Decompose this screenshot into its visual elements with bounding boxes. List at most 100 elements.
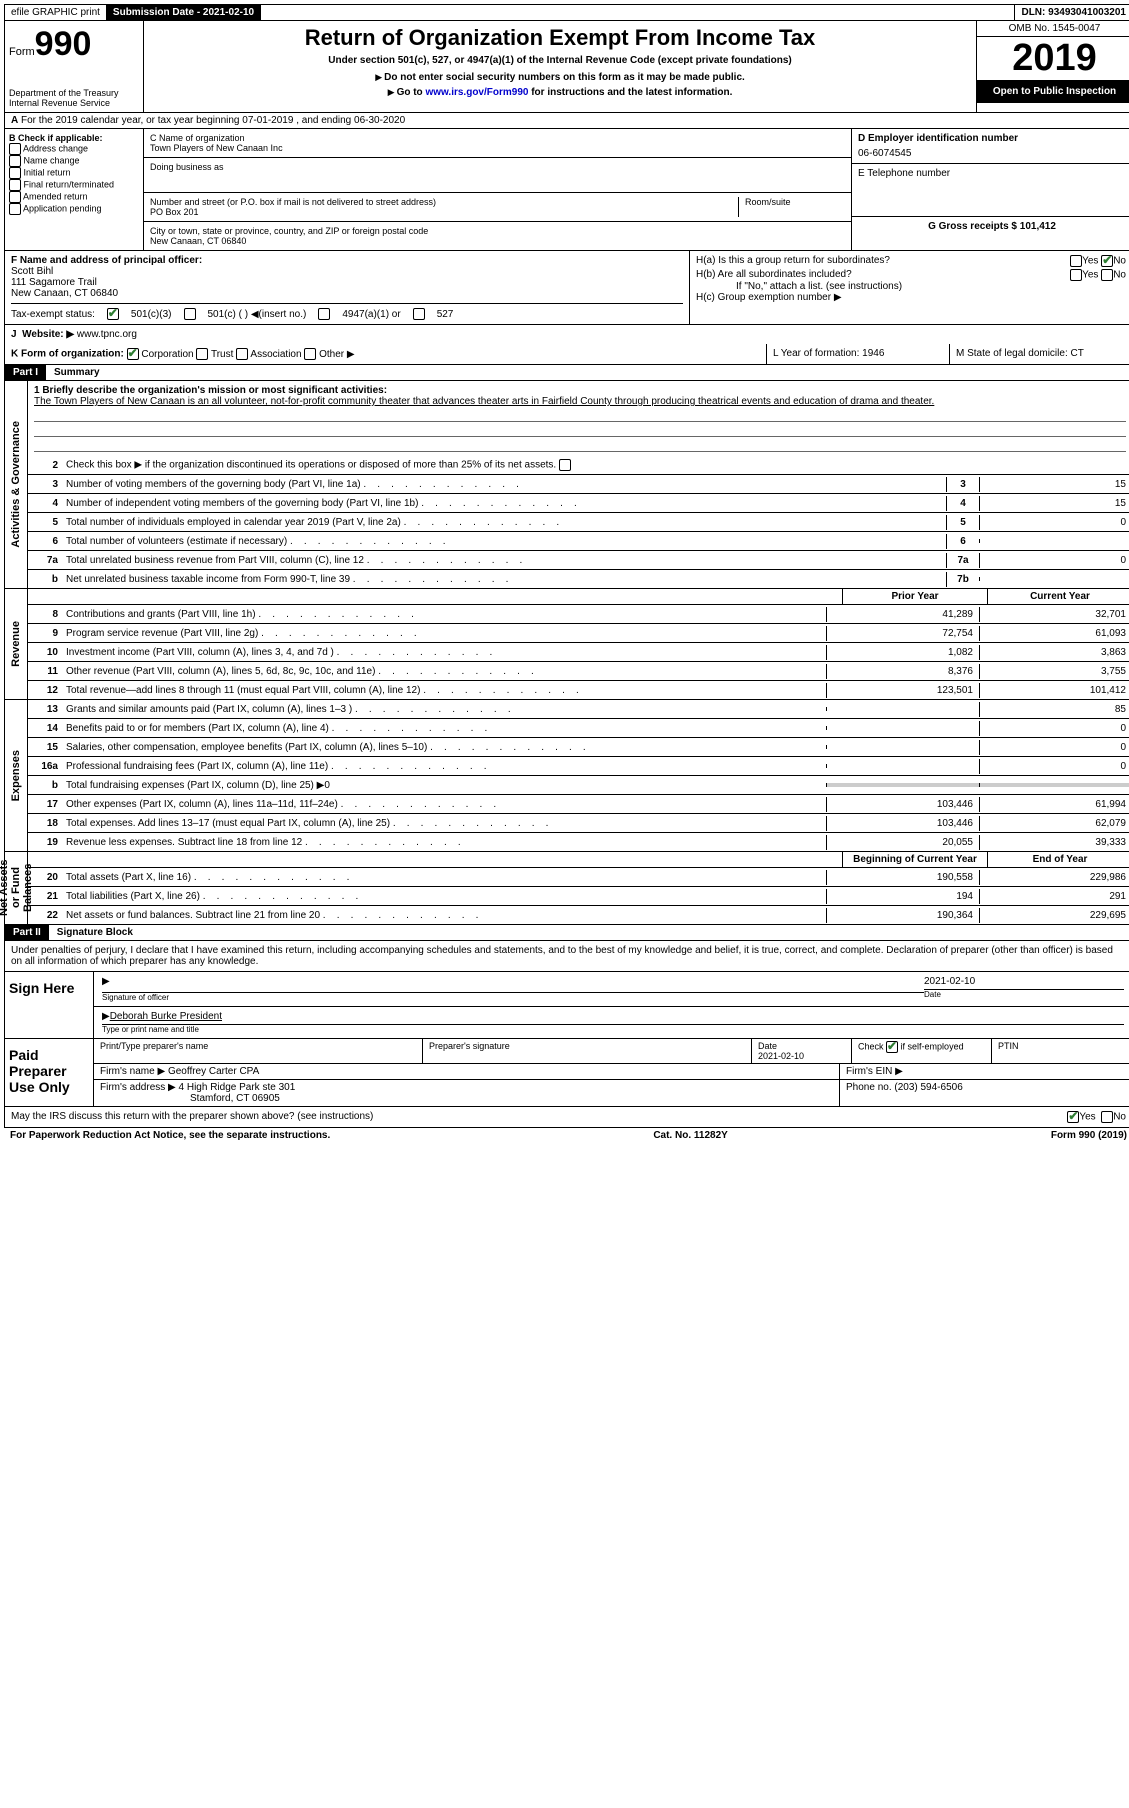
part1-title: Summary	[46, 365, 108, 380]
checkbox-501c3[interactable]	[107, 308, 119, 320]
checkbox-b[interactable]	[9, 167, 21, 179]
checkbox-b[interactable]	[9, 191, 21, 203]
checkbox-b[interactable]	[9, 203, 21, 215]
checkbox-k[interactable]	[127, 348, 139, 360]
box-deg: D Employer identification number 06-6074…	[852, 129, 1129, 250]
officer-name: Scott Bihl	[11, 266, 683, 277]
summary-line: 5Total number of individuals employed in…	[28, 513, 1129, 532]
k-label: K Form of organization:	[11, 349, 124, 360]
sig-officer-label: Signature of officer	[102, 992, 924, 1002]
summary-line: bNet unrelated business taxable income f…	[28, 570, 1129, 588]
summary-line: 11Other revenue (Part VIII, column (A), …	[28, 662, 1129, 681]
summary-line: 6Total number of volunteers (estimate if…	[28, 532, 1129, 551]
section-revenue: Revenue Prior Year Current Year 8Contrib…	[4, 589, 1129, 700]
box-b-option: Address change	[9, 143, 139, 155]
line-a-text: For the 2019 calendar year, or tax year …	[21, 115, 405, 126]
checkbox-k[interactable]	[196, 348, 208, 360]
tel-label: E Telephone number	[852, 164, 1129, 217]
checkbox-527[interactable]	[413, 308, 425, 320]
sign-here-block: Sign Here ▶ Signature of officer 2021-02…	[4, 972, 1129, 1039]
section-expenses: Expenses 13Grants and similar amounts pa…	[4, 700, 1129, 852]
irs-link[interactable]: www.irs.gov/Form990	[425, 87, 528, 98]
checkbox-b[interactable]	[9, 155, 21, 167]
checkbox-b[interactable]	[9, 143, 21, 155]
yes-label: Yes	[1082, 270, 1098, 281]
open-public-badge: Open to Public Inspection	[977, 80, 1129, 103]
officer-addr1: 111 Sagamore Trail	[11, 277, 683, 288]
checkbox-q2[interactable]	[559, 459, 571, 471]
ein-value: 06-6074545	[858, 148, 1126, 159]
paid-preparer-block: Paid Preparer Use Only Print/Type prepar…	[4, 1039, 1129, 1107]
org-name: Town Players of New Canaan Inc	[150, 143, 845, 153]
sig-name-label: Type or print name and title	[102, 1024, 1124, 1034]
firm-addr2: Stamford, CT 06905	[100, 1093, 280, 1104]
checkbox-501c[interactable]	[184, 308, 196, 320]
topbar-spacer	[261, 5, 1014, 20]
checkbox-self-employed[interactable]	[886, 1041, 898, 1053]
prep-check-post: if self-employed	[901, 1041, 964, 1051]
checkbox-discuss-no[interactable]	[1101, 1111, 1113, 1123]
row-j: J Website: ▶ www.tpnc.org	[4, 325, 1129, 344]
form-word: Form	[9, 46, 35, 58]
checkbox-ha-yes[interactable]	[1070, 255, 1082, 267]
dln-label: DLN: 93493041003201	[1014, 5, 1129, 20]
prep-check-pre: Check	[858, 1041, 884, 1051]
discuss-text: May the IRS discuss this return with the…	[11, 1111, 373, 1122]
blank-line	[34, 407, 1126, 422]
checkbox-4947[interactable]	[318, 308, 330, 320]
dept-treasury: Department of the Treasury	[9, 88, 139, 98]
note-ssn: Do not enter social security numbers on …	[384, 72, 745, 83]
checkbox-ha-no[interactable]	[1101, 255, 1113, 267]
part1-label: Part I	[5, 365, 46, 380]
checkbox-hb-yes[interactable]	[1070, 269, 1082, 281]
ein-label: D Employer identification number	[858, 133, 1018, 144]
box-f: F Name and address of principal officer:…	[5, 251, 690, 324]
header-center: Return of Organization Exempt From Incom…	[144, 21, 977, 112]
checkbox-b[interactable]	[9, 179, 21, 191]
efile-label: efile GRAPHIC print	[5, 5, 107, 20]
part2-header: Part II Signature Block	[4, 925, 1129, 941]
yes-label: Yes	[1079, 1112, 1095, 1123]
firm-ein-label: Firm's EIN ▶	[840, 1064, 1129, 1079]
opt-501c3: 501(c)(3)	[131, 309, 172, 320]
opt-527: 527	[437, 309, 454, 320]
part2-label: Part II	[5, 925, 49, 940]
vert-netassets: Net Assets or Fund Balances	[5, 852, 28, 924]
hdr-current: Current Year	[987, 589, 1129, 604]
form-ref: Form 990 (2019)	[1051, 1130, 1127, 1141]
website-value: www.tpnc.org	[77, 329, 137, 340]
dept-irs: Internal Revenue Service	[9, 98, 139, 108]
header-right: OMB No. 1545-0047 2019 Open to Public In…	[977, 21, 1129, 112]
room-label: Room/suite	[738, 197, 845, 217]
box-b-option: Amended return	[9, 191, 139, 203]
section-governance: Activities & Governance 1 Briefly descri…	[4, 381, 1129, 589]
sign-here-label: Sign Here	[5, 972, 94, 1038]
hdr-prior: Prior Year	[842, 589, 987, 604]
taxexempt-label: Tax-exempt status:	[11, 309, 95, 320]
org-city: New Canaan, CT 06840	[150, 236, 845, 246]
summary-line: 21Total liabilities (Part X, line 26)194…	[28, 887, 1129, 906]
firm-label: Firm's name ▶	[100, 1066, 165, 1077]
section-fh: F Name and address of principal officer:…	[4, 251, 1129, 325]
blank-line	[34, 437, 1126, 452]
checkbox-k[interactable]	[304, 348, 316, 360]
hdr-end: End of Year	[987, 852, 1129, 867]
blank-line	[34, 422, 1126, 437]
part2-title: Signature Block	[49, 925, 141, 940]
checkbox-discuss-yes[interactable]	[1067, 1111, 1079, 1123]
box-b-option: Name change	[9, 155, 139, 167]
hb-label: H(b) Are all subordinates included?	[696, 269, 852, 281]
box-b-option: Application pending	[9, 203, 139, 215]
checkbox-hb-no[interactable]	[1101, 269, 1113, 281]
form-header: Form990 Department of the Treasury Inter…	[4, 21, 1129, 113]
checkbox-k[interactable]	[236, 348, 248, 360]
summary-line: 8Contributions and grants (Part VIII, li…	[28, 605, 1129, 624]
prep-h1: Print/Type preparer's name	[94, 1039, 423, 1064]
summary-line: 13Grants and similar amounts paid (Part …	[28, 700, 1129, 719]
website-label: Website: ▶	[22, 329, 74, 340]
section-bcd: B Check if applicable: Address change Na…	[4, 129, 1129, 251]
vert-governance: Activities & Governance	[5, 381, 28, 588]
note-goto-pre: Go to	[397, 87, 426, 98]
summary-line: 18Total expenses. Add lines 13–17 (must …	[28, 814, 1129, 833]
box-c: C Name of organization Town Players of N…	[144, 129, 852, 250]
